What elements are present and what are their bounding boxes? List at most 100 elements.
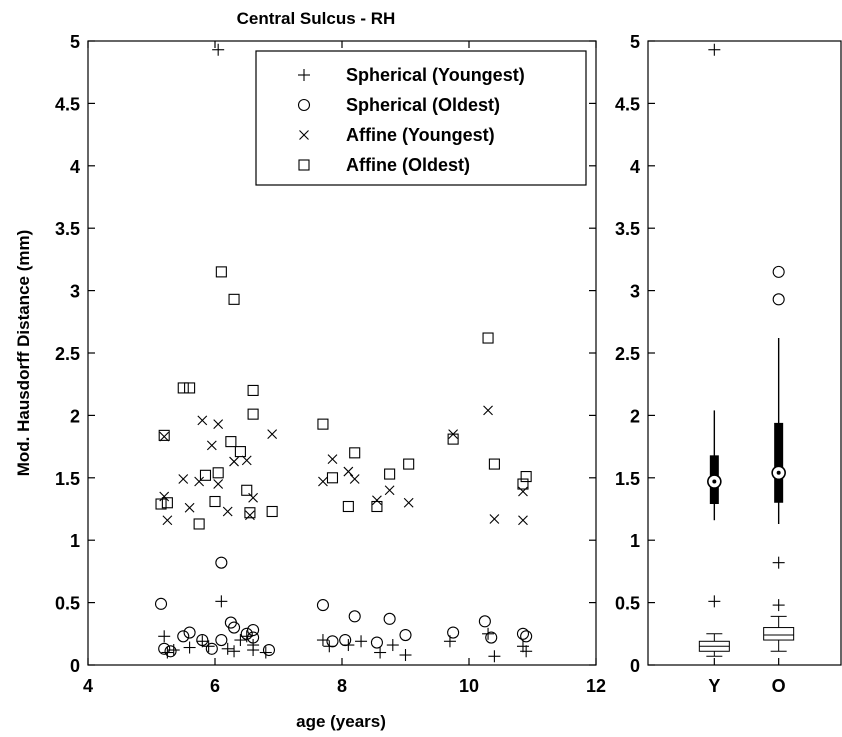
data-point-circle [520, 630, 533, 643]
y-tick-label: 4 [70, 157, 80, 177]
data-point-x [178, 474, 189, 484]
data-point-square [447, 433, 459, 445]
data-point-square [193, 518, 205, 530]
box-y-tick-label: 1 [630, 531, 640, 551]
data-point-plus [386, 639, 399, 652]
data-point-circle [215, 556, 228, 569]
y-tick-label: 3 [70, 282, 80, 302]
data-point-square [225, 436, 237, 448]
median-dot [776, 470, 781, 475]
data-point-square [266, 505, 278, 518]
data-point-square [209, 495, 221, 508]
data-point-square [517, 478, 529, 490]
data-point-plus [240, 630, 253, 643]
outlier-plus [772, 556, 785, 569]
data-point-circle [158, 642, 171, 655]
data-point-circle [196, 633, 209, 647]
outlier-plus [708, 595, 721, 608]
legend-box [255, 50, 587, 186]
data-point-x [318, 476, 328, 487]
legend-label: Affine (Youngest) [346, 125, 495, 145]
data-point-circle [326, 635, 339, 648]
data-point-x [343, 466, 354, 477]
box-thin-O [763, 556, 795, 652]
x-axis-label: age (years) [296, 712, 386, 731]
data-point-square [384, 468, 396, 480]
boxplot-marks [698, 43, 795, 657]
box-category-label: Y [708, 676, 720, 696]
data-point-circle [240, 627, 253, 640]
data-point-square [349, 447, 361, 459]
legend-marker-plus [298, 69, 310, 81]
box-body [774, 422, 784, 503]
outlier-circle [772, 293, 785, 306]
data-point-circle [348, 610, 361, 623]
legend-label: Spherical (Oldest) [346, 95, 500, 115]
data-point-square [488, 458, 500, 470]
box-y-tick-label: 4.5 [615, 94, 640, 114]
x-tick-label: 6 [210, 676, 220, 696]
data-point-circle [247, 631, 260, 644]
y-tick-label: 0 [70, 656, 80, 676]
data-point-square [158, 429, 170, 441]
data-point-circle [316, 599, 330, 612]
boxplot-ticks: 0 0.5 1 1.5 2 2.5 3 3.5 4 4.5 5 Y O [615, 32, 786, 696]
legend-marker-square [298, 159, 310, 171]
y-tick-label: 1.5 [55, 469, 80, 489]
box-thick-Y [707, 410, 722, 521]
data-point-x [241, 455, 252, 466]
y-tick-label: 4.5 [55, 94, 80, 114]
data-point-square [234, 446, 246, 458]
y-tick-label: 2.5 [55, 344, 80, 364]
legend-marker-x [299, 130, 309, 140]
data-point-x [213, 419, 224, 430]
data-point-plus [259, 646, 272, 659]
data-point-square [326, 472, 339, 484]
data-point-circle [205, 642, 218, 655]
outlier-plus [708, 43, 721, 56]
data-point-square [215, 266, 227, 278]
data-point-plus [355, 635, 368, 648]
data-point-square [155, 498, 167, 510]
data-point-circle [215, 633, 228, 647]
data-point-circle [478, 615, 491, 628]
median-dot [712, 479, 717, 484]
data-point-plus [212, 43, 225, 56]
data-point-x [206, 440, 217, 451]
box-y-tick-label: 1.5 [615, 469, 640, 489]
data-point-x [159, 431, 170, 442]
box-y-tick-label: 0.5 [615, 594, 640, 614]
data-point-x [349, 474, 360, 484]
box-y-tick-label: 2.5 [615, 344, 640, 364]
data-point-square [317, 418, 329, 430]
data-point-x [197, 415, 208, 426]
data-point-square [520, 471, 532, 483]
data-point-plus [158, 630, 171, 643]
data-point-plus [215, 595, 228, 608]
x-tick-label: 12 [586, 676, 606, 696]
data-point-x [267, 429, 278, 440]
x-tick-label: 8 [337, 676, 347, 696]
data-point-square [228, 293, 240, 305]
data-point-x [372, 495, 382, 506]
box-thin-Y [698, 43, 730, 657]
scatter-points [154, 43, 533, 663]
data-point-circle [516, 627, 530, 640]
data-point-plus [516, 640, 529, 653]
data-point-plus [482, 627, 495, 640]
data-point-circle [383, 612, 396, 625]
data-point-x [229, 456, 239, 467]
box-y-tick-label: 5 [630, 32, 640, 52]
data-point-square [403, 458, 415, 470]
legend-label: Affine (Oldest) [346, 155, 470, 175]
y-tick-label: 2 [70, 406, 80, 426]
data-point-x [222, 506, 233, 517]
data-point-plus [247, 644, 260, 657]
outlier-circle [772, 265, 785, 278]
data-point-plus [228, 645, 241, 658]
box-thick-O [771, 265, 786, 524]
data-point-x [327, 454, 338, 464]
data-point-square [184, 382, 196, 394]
y-tick-label: 3.5 [55, 219, 80, 239]
